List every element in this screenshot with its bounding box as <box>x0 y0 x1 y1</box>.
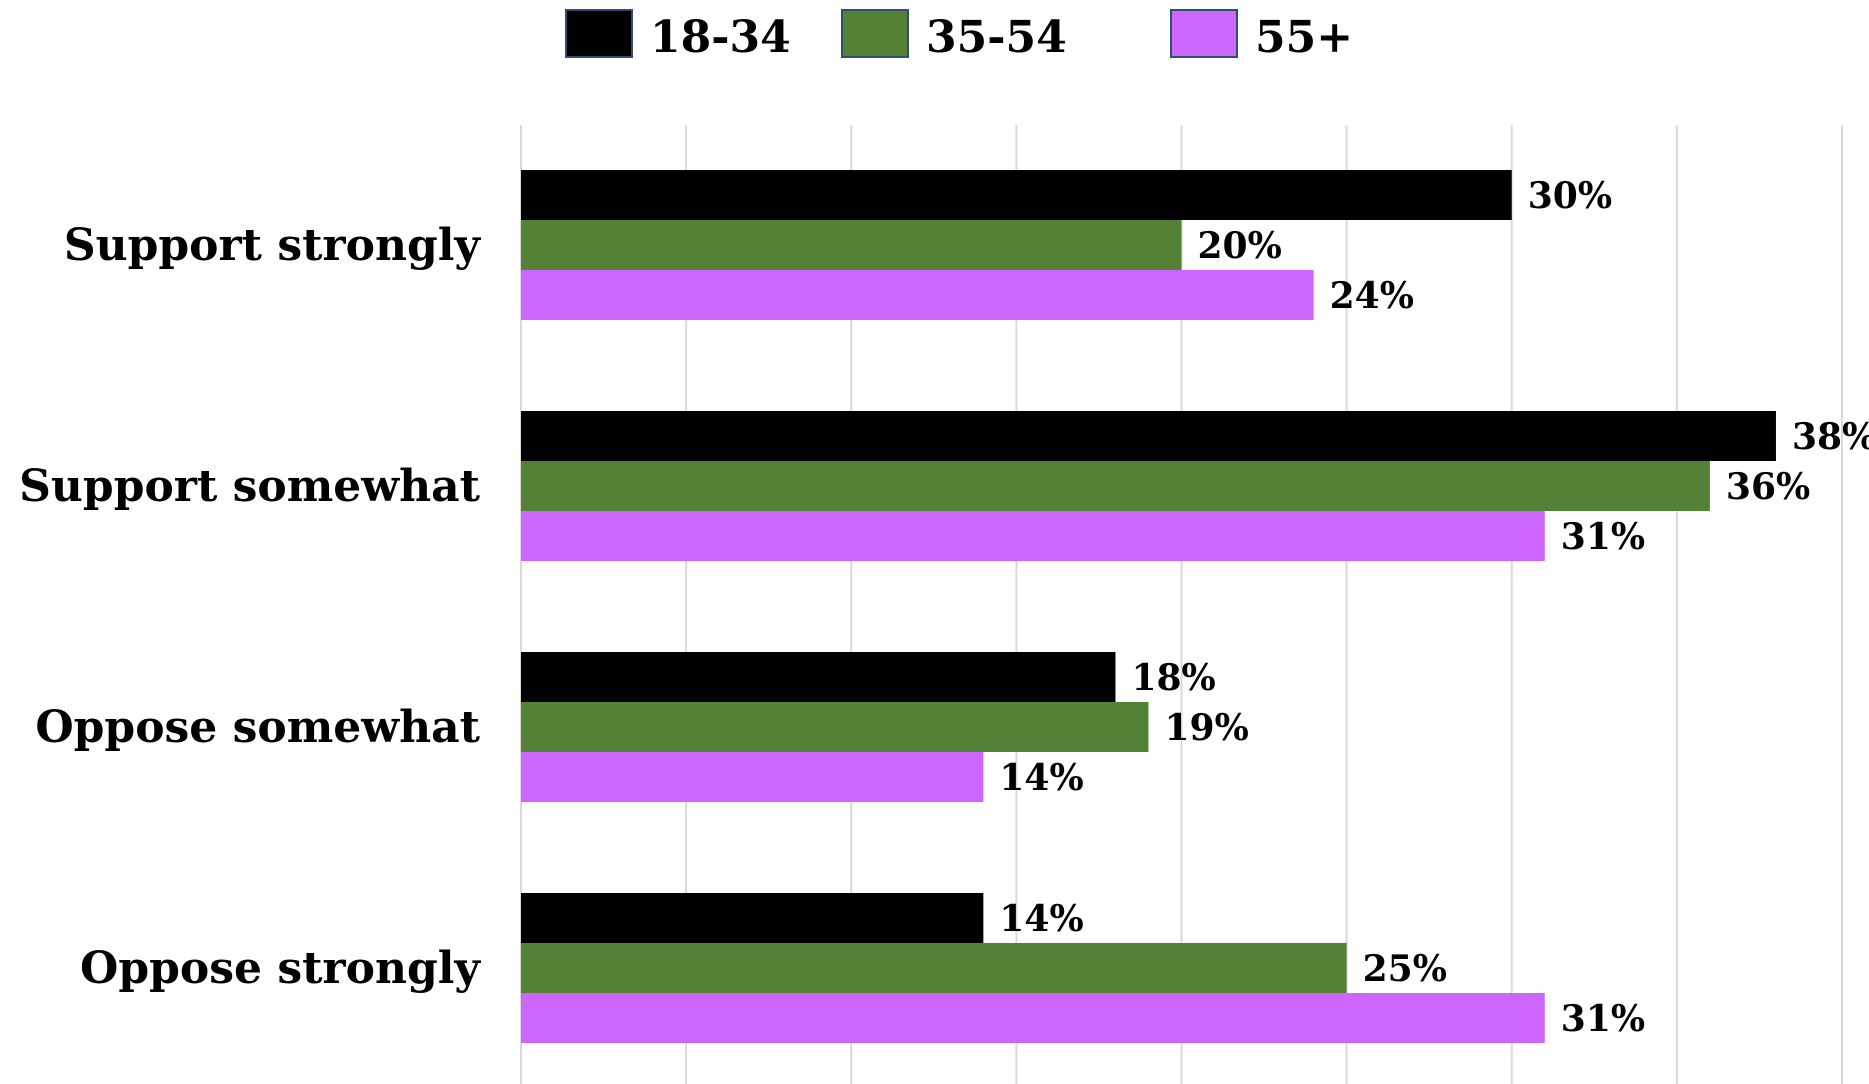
data-labels: 30% 20% 24% 38% 36% 31% 18% 19% 14% 14% 25% 31% <box>999 175 1869 1040</box>
bar <box>521 270 1314 320</box>
bar <box>521 511 1545 561</box>
bar <box>521 752 984 802</box>
data-label: 19% <box>1164 707 1248 749</box>
data-label: 25% <box>1363 948 1447 990</box>
category-label: Oppose somewhat <box>35 702 480 753</box>
category-label: Oppose strongly <box>80 943 481 994</box>
data-label: 14% <box>999 757 1083 799</box>
bar <box>521 702 1149 752</box>
data-label: 38% <box>1792 416 1869 458</box>
category-label: Support strongly <box>64 220 482 271</box>
data-label: 30% <box>1528 175 1612 217</box>
category-labels: Support strongly Support somewhat Oppose s… <box>19 220 481 994</box>
legend-label: 35-54 <box>926 12 1067 63</box>
bar <box>521 220 1182 270</box>
data-label: 31% <box>1561 516 1645 558</box>
bars <box>521 170 1776 1043</box>
data-label: 20% <box>1198 225 1282 267</box>
legend: 18-34 35-54 55+ <box>565 9 1353 63</box>
legend-swatch <box>841 9 909 58</box>
bar <box>521 943 1347 993</box>
bar <box>521 411 1776 461</box>
data-label: 24% <box>1330 275 1414 317</box>
bar <box>521 461 1710 511</box>
legend-label: 18-34 <box>650 12 791 63</box>
legend-label: 55+ <box>1255 12 1353 63</box>
data-label: 36% <box>1726 466 1810 508</box>
bar <box>521 652 1116 702</box>
bar <box>521 170 1512 220</box>
bar <box>521 993 1545 1043</box>
category-label: Support somewhat <box>19 461 481 512</box>
data-label: 18% <box>1131 657 1215 699</box>
bar <box>521 893 984 943</box>
legend-swatch <box>1170 9 1238 58</box>
data-label: 31% <box>1561 998 1645 1040</box>
legend-swatch <box>565 9 633 58</box>
data-label: 14% <box>999 898 1083 940</box>
